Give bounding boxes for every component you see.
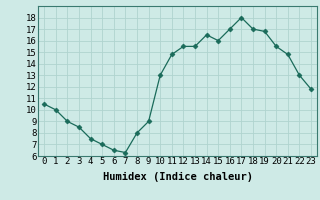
X-axis label: Humidex (Indice chaleur): Humidex (Indice chaleur) bbox=[103, 172, 252, 182]
